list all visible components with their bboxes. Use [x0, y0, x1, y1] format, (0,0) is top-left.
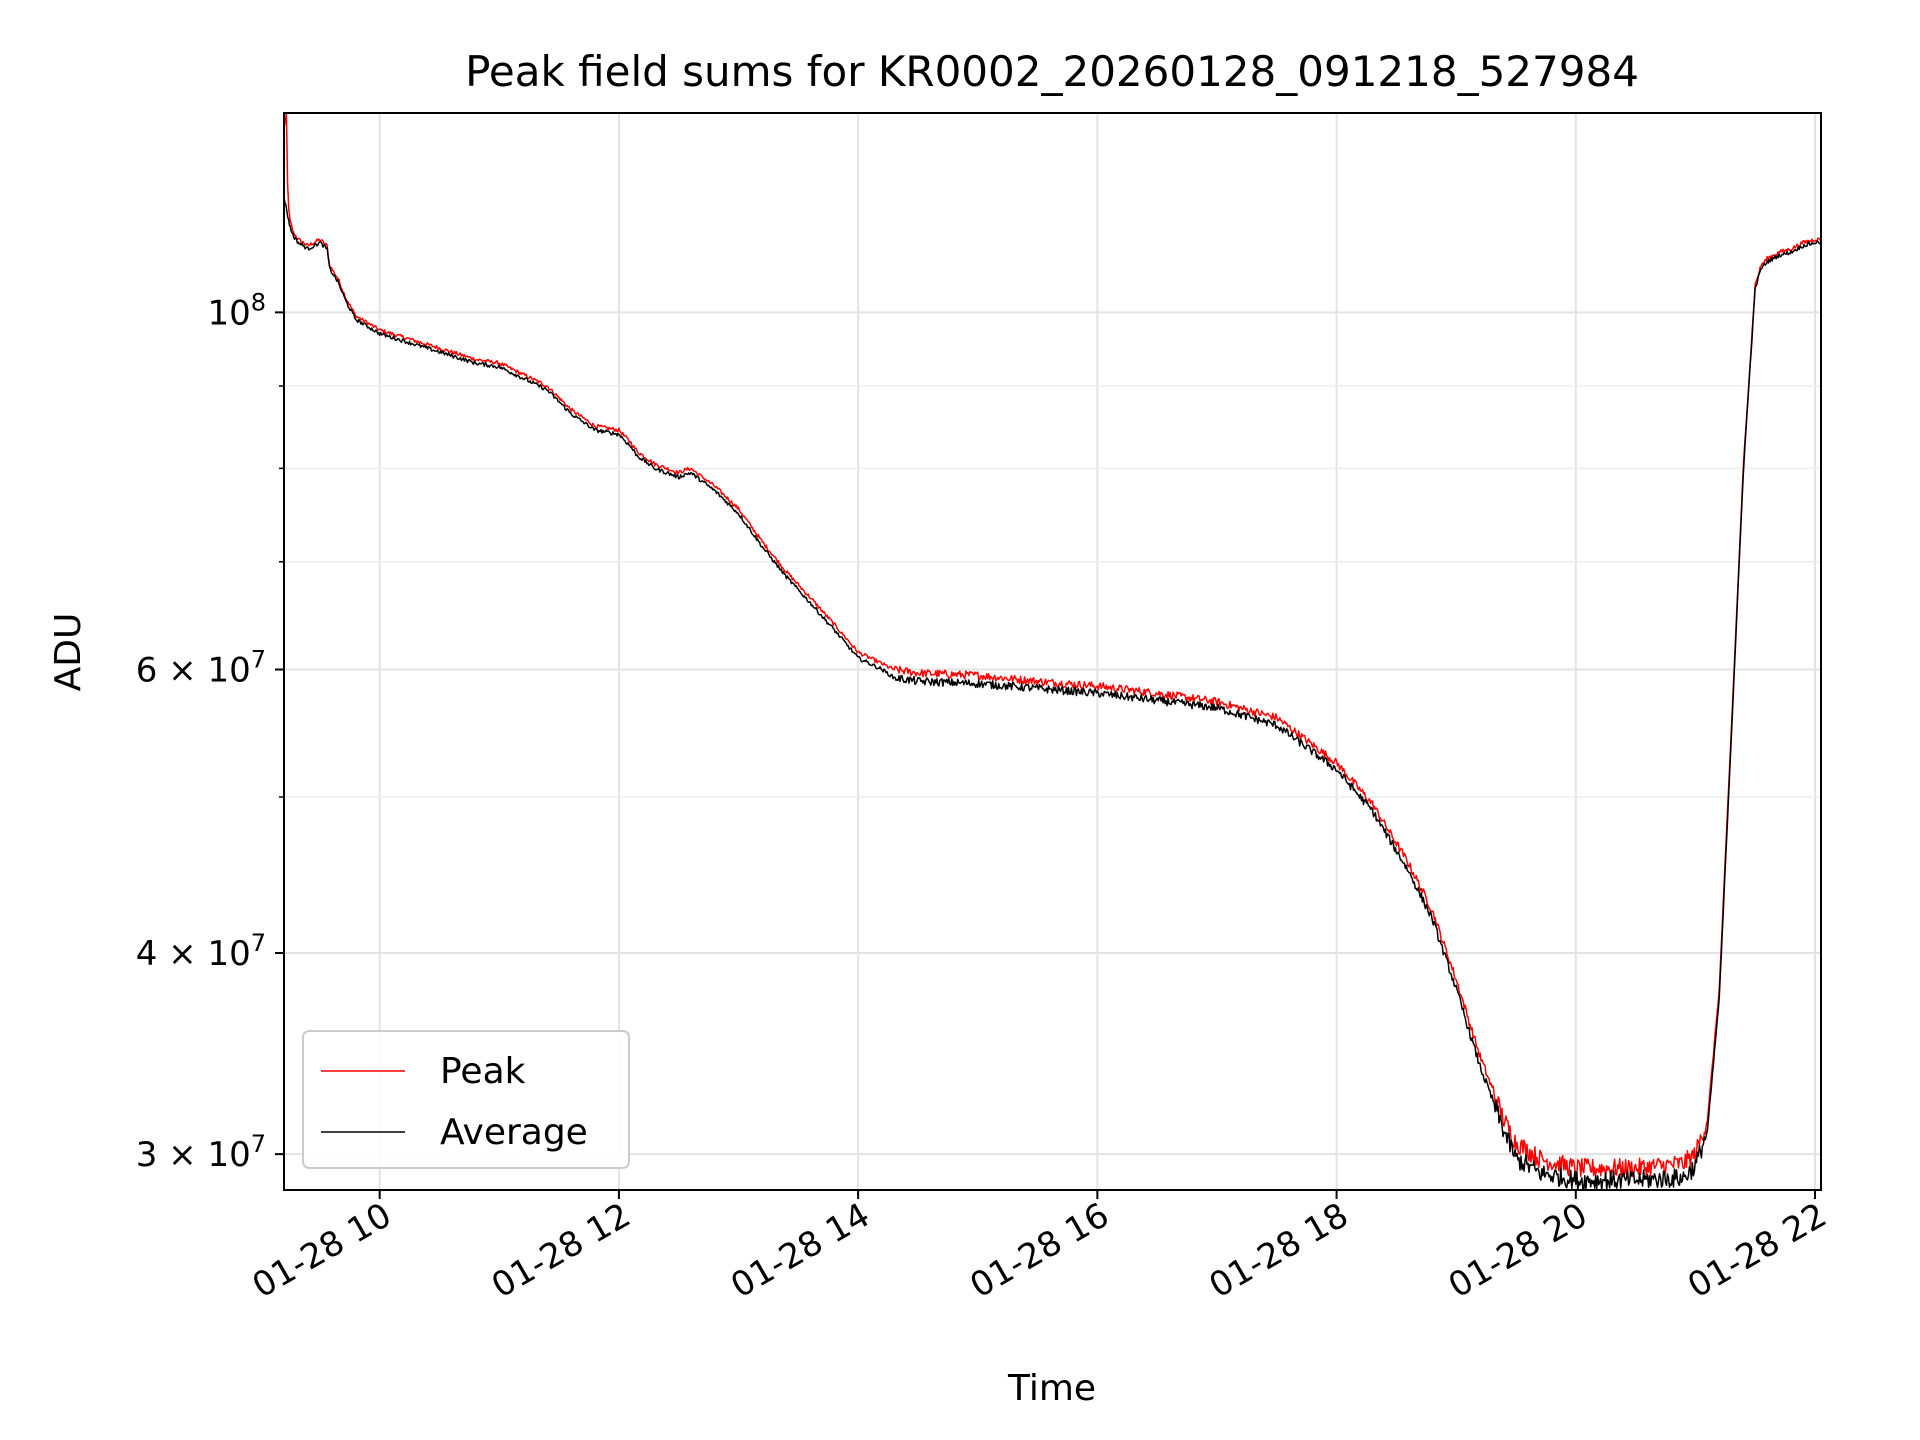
- y-tick-mantissa: 3 × 10: [136, 1135, 251, 1175]
- y-tick-label: 3 × 107: [136, 1130, 266, 1175]
- y-tick-mantissa: 6 × 10: [136, 651, 251, 691]
- y-axis-label: ADU: [48, 613, 89, 692]
- y-tick-label: 4 × 107: [136, 929, 266, 974]
- x-axis-label: Time: [1007, 1368, 1096, 1409]
- y-tick-mantissa: 4 × 10: [136, 934, 251, 974]
- series-line-average: [284, 197, 1821, 1190]
- grid: [284, 113, 1821, 1190]
- legend-box: [302, 1030, 630, 1169]
- y-tick-label: 6 × 107: [136, 646, 266, 691]
- legend: Peak Average: [302, 1030, 630, 1169]
- y-tick-exponent: 7: [251, 1130, 266, 1158]
- series-layer: [284, 113, 1821, 1190]
- y-tick-exponent: 7: [251, 646, 266, 674]
- y-tick-exponent: 7: [251, 929, 266, 957]
- legend-label-average: Average: [440, 1112, 588, 1153]
- series-line-peak: [284, 113, 1821, 1178]
- y-tick-exponent: 8: [251, 288, 266, 316]
- legend-label-peak: Peak: [440, 1051, 526, 1092]
- y-tick-mantissa: 10: [207, 293, 250, 333]
- plot-frame: [283, 112, 1822, 1191]
- chart-title: Peak field sums for KR0002_20260128_0912…: [465, 47, 1639, 96]
- y-tick-label: 108: [207, 288, 266, 333]
